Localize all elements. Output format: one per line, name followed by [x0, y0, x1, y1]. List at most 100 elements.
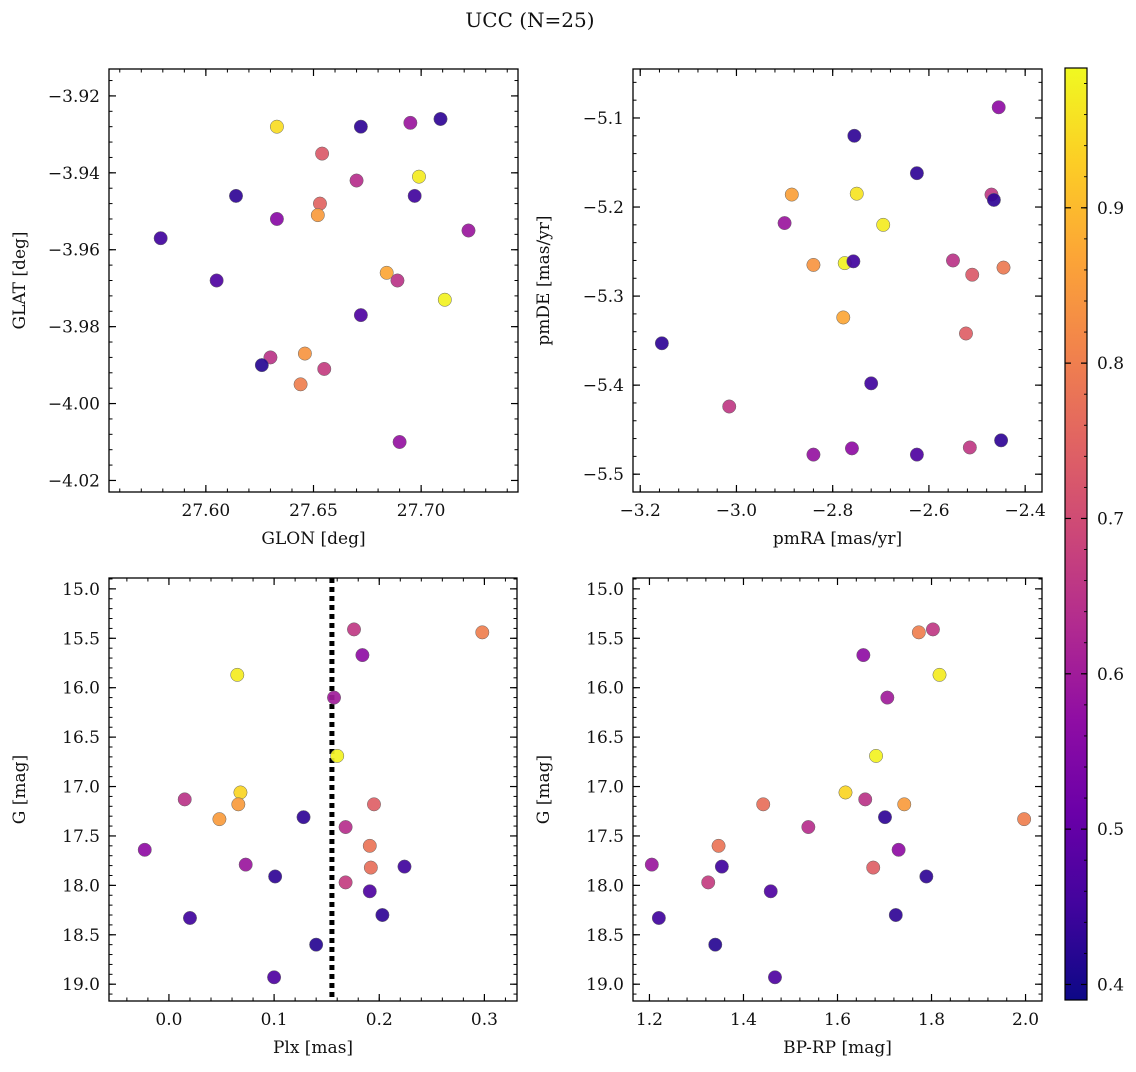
y-axis-label: GLAT [deg] — [10, 231, 30, 329]
scatter-point — [137, 842, 152, 857]
scatter-point — [888, 908, 903, 922]
scatter-point — [711, 838, 726, 853]
scatter-point — [986, 192, 1001, 207]
scatter-point — [878, 810, 892, 825]
x-axis-label: pmRA [mas/yr] — [773, 529, 902, 549]
scatter-point — [229, 188, 243, 203]
scatter-point — [708, 937, 723, 952]
scatter-point — [838, 785, 853, 800]
scatter-point — [349, 173, 364, 188]
scatter-point — [338, 820, 353, 835]
x-tick-label: −2.6 — [908, 501, 949, 521]
scatter-point — [317, 361, 332, 376]
scatter-point — [475, 625, 490, 640]
y-tick-label: 19.0 — [62, 975, 100, 995]
y-tick-label: −3.94 — [48, 164, 100, 184]
colorbar-gradient — [1064, 67, 1088, 1001]
scatter-point — [806, 447, 821, 462]
y-tick-label: 18.0 — [62, 876, 100, 896]
y-axis-label: pmDE [mas/yr] — [534, 215, 554, 345]
scatter-point — [996, 260, 1011, 275]
scatter-point — [367, 797, 381, 812]
scatter-point — [965, 267, 980, 282]
scatter-point — [909, 166, 924, 181]
x-tick-label: −3.0 — [716, 501, 757, 521]
scatter-point — [714, 859, 729, 874]
axes-frame — [632, 577, 1043, 1002]
scatter-point — [269, 212, 284, 226]
y-tick-label: 17.5 — [586, 827, 624, 847]
scatter-point — [654, 336, 669, 351]
scatter-point — [230, 667, 245, 682]
y-axis-label: G [mag] — [534, 755, 554, 824]
x-tick-label: 27.70 — [397, 501, 446, 521]
x-tick-label: −3.2 — [620, 501, 661, 521]
y-axis-label: G [mag] — [10, 755, 30, 824]
scatter-point — [407, 188, 422, 203]
scatter-point — [701, 875, 716, 890]
scatter-point — [353, 308, 368, 323]
y-tick-label: 17.0 — [62, 778, 100, 798]
scatter-point — [959, 326, 973, 341]
scatter-point — [909, 447, 924, 462]
y-tick-label: −5.3 — [583, 287, 624, 307]
scatter-point — [946, 253, 960, 268]
scatter-point — [806, 257, 821, 272]
scatter-point — [267, 970, 282, 985]
x-tick-label: 0.2 — [366, 1010, 393, 1030]
scatter-point — [412, 169, 426, 184]
scatter-point — [437, 292, 452, 307]
scatter-point — [238, 857, 253, 872]
scatter-point — [268, 869, 283, 884]
scatter-point — [925, 622, 940, 637]
scatter-point — [379, 265, 394, 280]
scatter-point — [209, 273, 224, 288]
scatter-point — [315, 146, 330, 161]
scatter-point — [338, 875, 353, 890]
scatter-point — [756, 797, 771, 812]
scatter-point — [231, 797, 246, 812]
scatter-point — [355, 648, 370, 663]
colorbar-tick-label: 0.4 — [1097, 975, 1124, 995]
scatter-point — [846, 254, 861, 269]
y-tick-label: −3.92 — [48, 87, 100, 107]
colorbar-tick-label: 0.9 — [1097, 199, 1124, 219]
axes-frame — [108, 68, 519, 493]
scatter-point — [858, 792, 873, 807]
scatter-point — [269, 119, 284, 134]
scatter-point — [362, 884, 377, 899]
scatter-point — [876, 217, 891, 232]
y-tick-label: 18.5 — [62, 926, 100, 946]
y-tick-label: −5.2 — [583, 198, 624, 218]
scatter-point — [784, 187, 799, 202]
y-tick-label: 15.0 — [62, 580, 100, 600]
panel-bprp-g: 1.2 1.4 1.6 1.8 2.0 15.0 15.5 16.0 16.5 17.0 17.5 1… — [534, 577, 1043, 1058]
scatter-point — [327, 690, 341, 705]
scatter-point — [932, 667, 947, 682]
colorbar-tick-label: 0.8 — [1097, 354, 1124, 374]
x-tick-label: 27.60 — [182, 501, 231, 521]
y-tick-label: −4.02 — [48, 471, 100, 491]
y-tick-label: 16.5 — [62, 728, 100, 748]
y-tick-label: −3.98 — [48, 318, 100, 338]
y-tick-label: 17.5 — [62, 827, 100, 847]
y-tick-label: 15.0 — [586, 580, 624, 600]
y-tick-label: 19.0 — [586, 975, 624, 995]
y-tick-label: −5.1 — [583, 109, 624, 129]
scatter-point — [777, 216, 792, 231]
y-tick-label: −3.96 — [48, 241, 100, 261]
x-tick-label: 1.4 — [730, 1010, 757, 1030]
scatter-point — [880, 690, 895, 705]
scatter-point — [962, 440, 977, 455]
y-tick-label: 15.5 — [62, 629, 100, 649]
x-tick-label: 1.2 — [636, 1010, 663, 1030]
scatter-point — [153, 231, 168, 246]
scatter-point — [433, 112, 448, 126]
x-axis-label: Plx [mas] — [273, 1038, 353, 1058]
scatter-point — [847, 128, 862, 143]
scatter-point — [392, 435, 407, 449]
scatter-point — [897, 797, 912, 812]
scatter-point — [768, 970, 782, 985]
axes-frame — [108, 577, 518, 1002]
